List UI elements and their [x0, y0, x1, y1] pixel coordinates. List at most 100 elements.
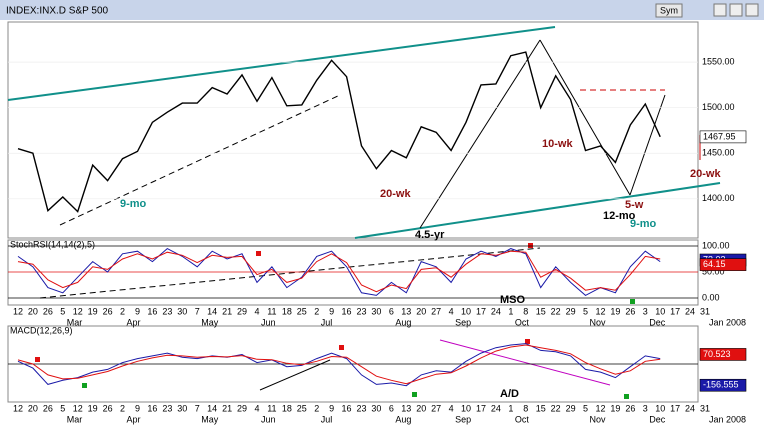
x-tick-label: 15 — [536, 403, 546, 413]
x-tick-label: 23 — [356, 306, 366, 316]
x-tick-label: 6 — [389, 403, 394, 413]
x-tick-label: 3 — [643, 403, 648, 413]
signal-marker — [630, 299, 635, 304]
x-tick-label: 30 — [371, 306, 381, 316]
x-tick-label: 16 — [147, 403, 157, 413]
x-tick-label: 21 — [222, 306, 232, 316]
signal-marker — [339, 345, 344, 350]
max-button[interactable] — [729, 3, 743, 17]
x-tick-label: 20 — [416, 403, 426, 413]
title-bar — [0, 0, 764, 20]
x-tick-label: 9 — [329, 403, 334, 413]
y-tick-label: 1500.00 — [702, 102, 735, 112]
x-tick-label: 12 — [73, 403, 83, 413]
signal-marker — [528, 243, 533, 248]
x-tick-label: 2 — [120, 306, 125, 316]
x-tick-label: 12 — [73, 306, 83, 316]
x-tick-label: 24 — [685, 306, 695, 316]
month-label: Aug — [395, 414, 411, 424]
x-tick-label: 16 — [342, 403, 352, 413]
month-label: Oct — [515, 317, 530, 327]
sym-button-label[interactable]: Sym — [660, 5, 678, 15]
x-tick-label: 18 — [282, 306, 292, 316]
month-label: Jun — [261, 414, 276, 424]
x-tick-label: 2 — [120, 403, 125, 413]
x-tick-label: 26 — [43, 403, 53, 413]
x-tick-label: 12 — [13, 403, 23, 413]
min-button[interactable] — [713, 3, 727, 17]
annotation: 9-mo — [120, 198, 147, 210]
x-tick-label: 20 — [28, 306, 38, 316]
x-tick-label: 5 — [60, 403, 65, 413]
x-tick-label: 26 — [625, 403, 635, 413]
x-tick-label: 19 — [88, 306, 98, 316]
month-label: Sep — [455, 414, 471, 424]
sym-button[interactable] — [655, 3, 683, 18]
x-tick-label: 23 — [162, 306, 172, 316]
month-label: Dec — [649, 414, 666, 424]
x-tick-label: 30 — [371, 403, 381, 413]
month-label: Jan 2008 — [709, 414, 746, 424]
month-label: Nov — [590, 317, 607, 327]
x-tick-label: 16 — [147, 306, 157, 316]
signal-marker — [82, 383, 87, 388]
x-tick-label: 14 — [207, 403, 217, 413]
annotation: 20-wk — [380, 188, 411, 200]
x-tick-label: 15 — [536, 306, 546, 316]
x-tick-label: 29 — [237, 306, 247, 316]
x-tick-label: 29 — [237, 403, 247, 413]
trend-line — [7, 26, 556, 101]
series-line — [17, 343, 661, 387]
x-tick-label: 25 — [297, 403, 307, 413]
x-tick-label: 27 — [431, 306, 441, 316]
x-tick-label: 20 — [28, 403, 38, 413]
last-value-label: -156.555 — [703, 380, 739, 390]
x-tick-label: 26 — [625, 306, 635, 316]
x-tick-label: 30 — [177, 403, 187, 413]
x-tick-label: 23 — [356, 403, 366, 413]
x-tick-label: 1 — [508, 403, 513, 413]
x-tick-label: 30 — [177, 306, 187, 316]
signal-marker — [256, 251, 261, 256]
x-tick-label: 21 — [222, 403, 232, 413]
panel-title: MACD(12,26,9) — [10, 325, 73, 335]
x-tick-label: 12 — [13, 306, 23, 316]
x-tick-label: 29 — [566, 306, 576, 316]
x-tick-label: 19 — [610, 403, 620, 413]
trend-line — [354, 182, 721, 239]
month-label: May — [201, 414, 219, 424]
annotation: 5-w — [625, 199, 644, 211]
x-tick-label: 4 — [449, 306, 454, 316]
annotation: 12-mo — [603, 210, 636, 222]
x-tick-label: 24 — [491, 306, 501, 316]
close-button[interactable] — [745, 3, 759, 17]
annotation: MSO — [500, 294, 526, 306]
annotation: 4.5-yr — [415, 229, 445, 241]
signal-marker — [35, 357, 40, 362]
last-value-label: 64.15 — [703, 259, 726, 269]
series-line — [17, 51, 661, 213]
y-tick-label: 100.00 — [702, 240, 730, 250]
x-tick-label: 9 — [329, 306, 334, 316]
x-tick-label: 24 — [685, 403, 695, 413]
x-tick-label: 26 — [103, 403, 113, 413]
month-label: Dec — [649, 317, 666, 327]
x-tick-label: 5 — [60, 306, 65, 316]
month-label: Mar — [67, 414, 83, 424]
annotation: 10-wk — [542, 138, 573, 150]
x-tick-label: 5 — [583, 403, 588, 413]
x-tick-label: 27 — [431, 403, 441, 413]
x-tick-label: 7 — [195, 403, 200, 413]
x-tick-label: 31 — [700, 306, 710, 316]
x-tick-label: 1 — [508, 306, 513, 316]
last-value-box — [699, 378, 747, 392]
x-tick-label: 2 — [314, 306, 319, 316]
y-tick-label: 0.00 — [702, 292, 720, 302]
last-value-box — [699, 348, 747, 361]
y-tick-label: 1400.00 — [702, 193, 735, 203]
x-tick-label: 26 — [103, 306, 113, 316]
month-label: Sep — [455, 317, 471, 327]
x-tick-label: 18 — [282, 403, 292, 413]
x-tick-label: 11 — [267, 306, 276, 316]
